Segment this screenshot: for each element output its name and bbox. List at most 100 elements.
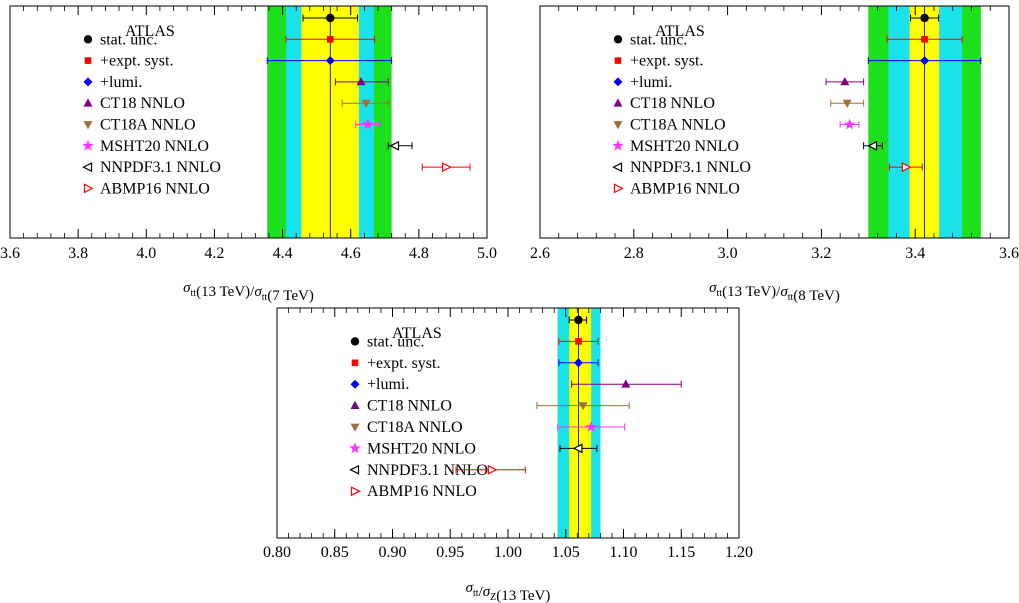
legend-label: +lumi. [630,74,672,91]
legend-marker [84,57,92,64]
tick-label: 4.6 [341,245,361,262]
x-axis-label-part: Z [490,592,496,603]
x-axis-label-part: tt [717,288,723,299]
legend-marker [83,35,93,44]
legend-label: NNPDF3.1 NNLO [630,159,751,176]
tick-label: 0.85 [321,544,349,561]
legend-marker [83,98,93,107]
tick-label: 2.6 [530,245,550,262]
x-axis-label: σtt(13 TeV)/σtt(7 TeV) [183,280,314,304]
legend-label: MSHT20 NNLO [630,138,739,155]
legend-label: +lumi. [367,376,409,393]
legend-label: CT18A NNLO [100,117,196,134]
legend-marker [613,121,623,130]
measurement-lumi-point [920,56,930,66]
prediction-point [578,402,588,411]
legend-label: ABMP16 NNLO [100,180,210,197]
legend-label: +lumi. [100,74,142,91]
x-axis-label-part: / [479,584,484,600]
legend-marker [350,423,360,432]
plot-frame [9,5,488,239]
legend-marker [349,442,361,454]
legend-marker [82,139,94,151]
tick-label: 5.0 [477,245,497,262]
legend-label: MSHT20 NNLO [100,138,209,155]
measurement-syst-point [575,338,582,345]
measurement-lumi-point [325,56,335,66]
legend-marker [83,121,93,130]
legend-label: CT18 NNLO [630,95,715,112]
legend-label: +expt. syst. [367,355,440,372]
x-axis-label-part: σ [709,280,717,296]
legend-marker [350,337,360,346]
x-axis-label-part: (13 TeV) [496,588,550,603]
legend-label: +expt. syst. [100,53,173,70]
legend-marker [350,400,360,409]
x-axis-label-part: (8 TeV) [793,288,840,304]
legend-label: CT18A NNLO [630,117,726,134]
legend-label: ABMP16 NNLO [367,483,477,500]
measurement-lumi-point [573,358,583,368]
tick-label: 1.00 [494,544,522,561]
legend-label: +expt. syst. [630,53,703,70]
legend-label: stat. unc. [367,333,424,350]
x-axis-label-part: σ [254,284,262,300]
tick-label: 3.4 [905,245,925,262]
measurement-stat-point [574,315,583,325]
tick-label: 1.05 [552,544,580,561]
x-axis-label-part: σ [466,580,474,596]
prediction-point [572,443,583,454]
tick-label: 4.8 [409,245,429,262]
legend-label: CT18 NNLO [367,398,452,415]
tick-label: 3.8 [68,245,88,262]
tick-label: 4.0 [136,245,156,262]
legend-marker [613,98,623,107]
prediction-point [867,140,878,151]
plot-frame [539,5,1010,239]
tick-label: 4.4 [273,245,293,262]
legend-label: MSHT20 NNLO [367,440,476,457]
legend-marker [351,359,359,367]
legend-label: ABMP16 NNLO [630,180,740,197]
prediction-point [621,379,631,388]
prediction-point [842,99,852,108]
tick-label: 3.6 [999,245,1019,262]
band-yellow [569,308,592,538]
tick-label: 3.2 [811,245,831,262]
prediction-point [901,162,912,173]
x-axis-label-part: tt [191,288,197,299]
prediction-point [487,464,498,475]
legend-marker [614,57,622,64]
prediction-point [362,118,374,130]
x-axis-label-part: σ [483,584,491,600]
tick-label: 0.80 [263,544,291,561]
legend-marker [350,379,360,389]
plot-frame [276,307,740,539]
x-axis-label-part: (13 TeV)/ [722,284,781,300]
measurement-syst-point [921,36,928,43]
legend-title: ATLAS [392,325,442,342]
tick-label: 3.0 [718,245,738,262]
x-axis-label-part: σ [183,280,191,296]
prediction-point [843,118,856,130]
prediction-point [840,77,850,86]
tick-label: 1.10 [610,544,638,561]
legend-label: NNPDF3.1 NNLO [367,462,488,479]
tick-label: 1.20 [725,544,753,561]
tick-label: 0.95 [436,544,464,561]
legend-marker [83,183,94,194]
tick-label: 3.6 [0,245,20,262]
legend-label: CT18 NNLO [100,95,185,112]
legend-marker [613,35,623,44]
legend-title: ATLAS [655,23,705,40]
prediction-point [442,162,452,173]
legend-label: NNPDF3.1 NNLO [100,159,221,176]
prediction-point [361,99,371,108]
measurement-stat-point [920,13,929,23]
legend-marker [612,162,623,173]
measurement-stat-point [326,13,335,23]
tick-label: 0.90 [379,544,407,561]
